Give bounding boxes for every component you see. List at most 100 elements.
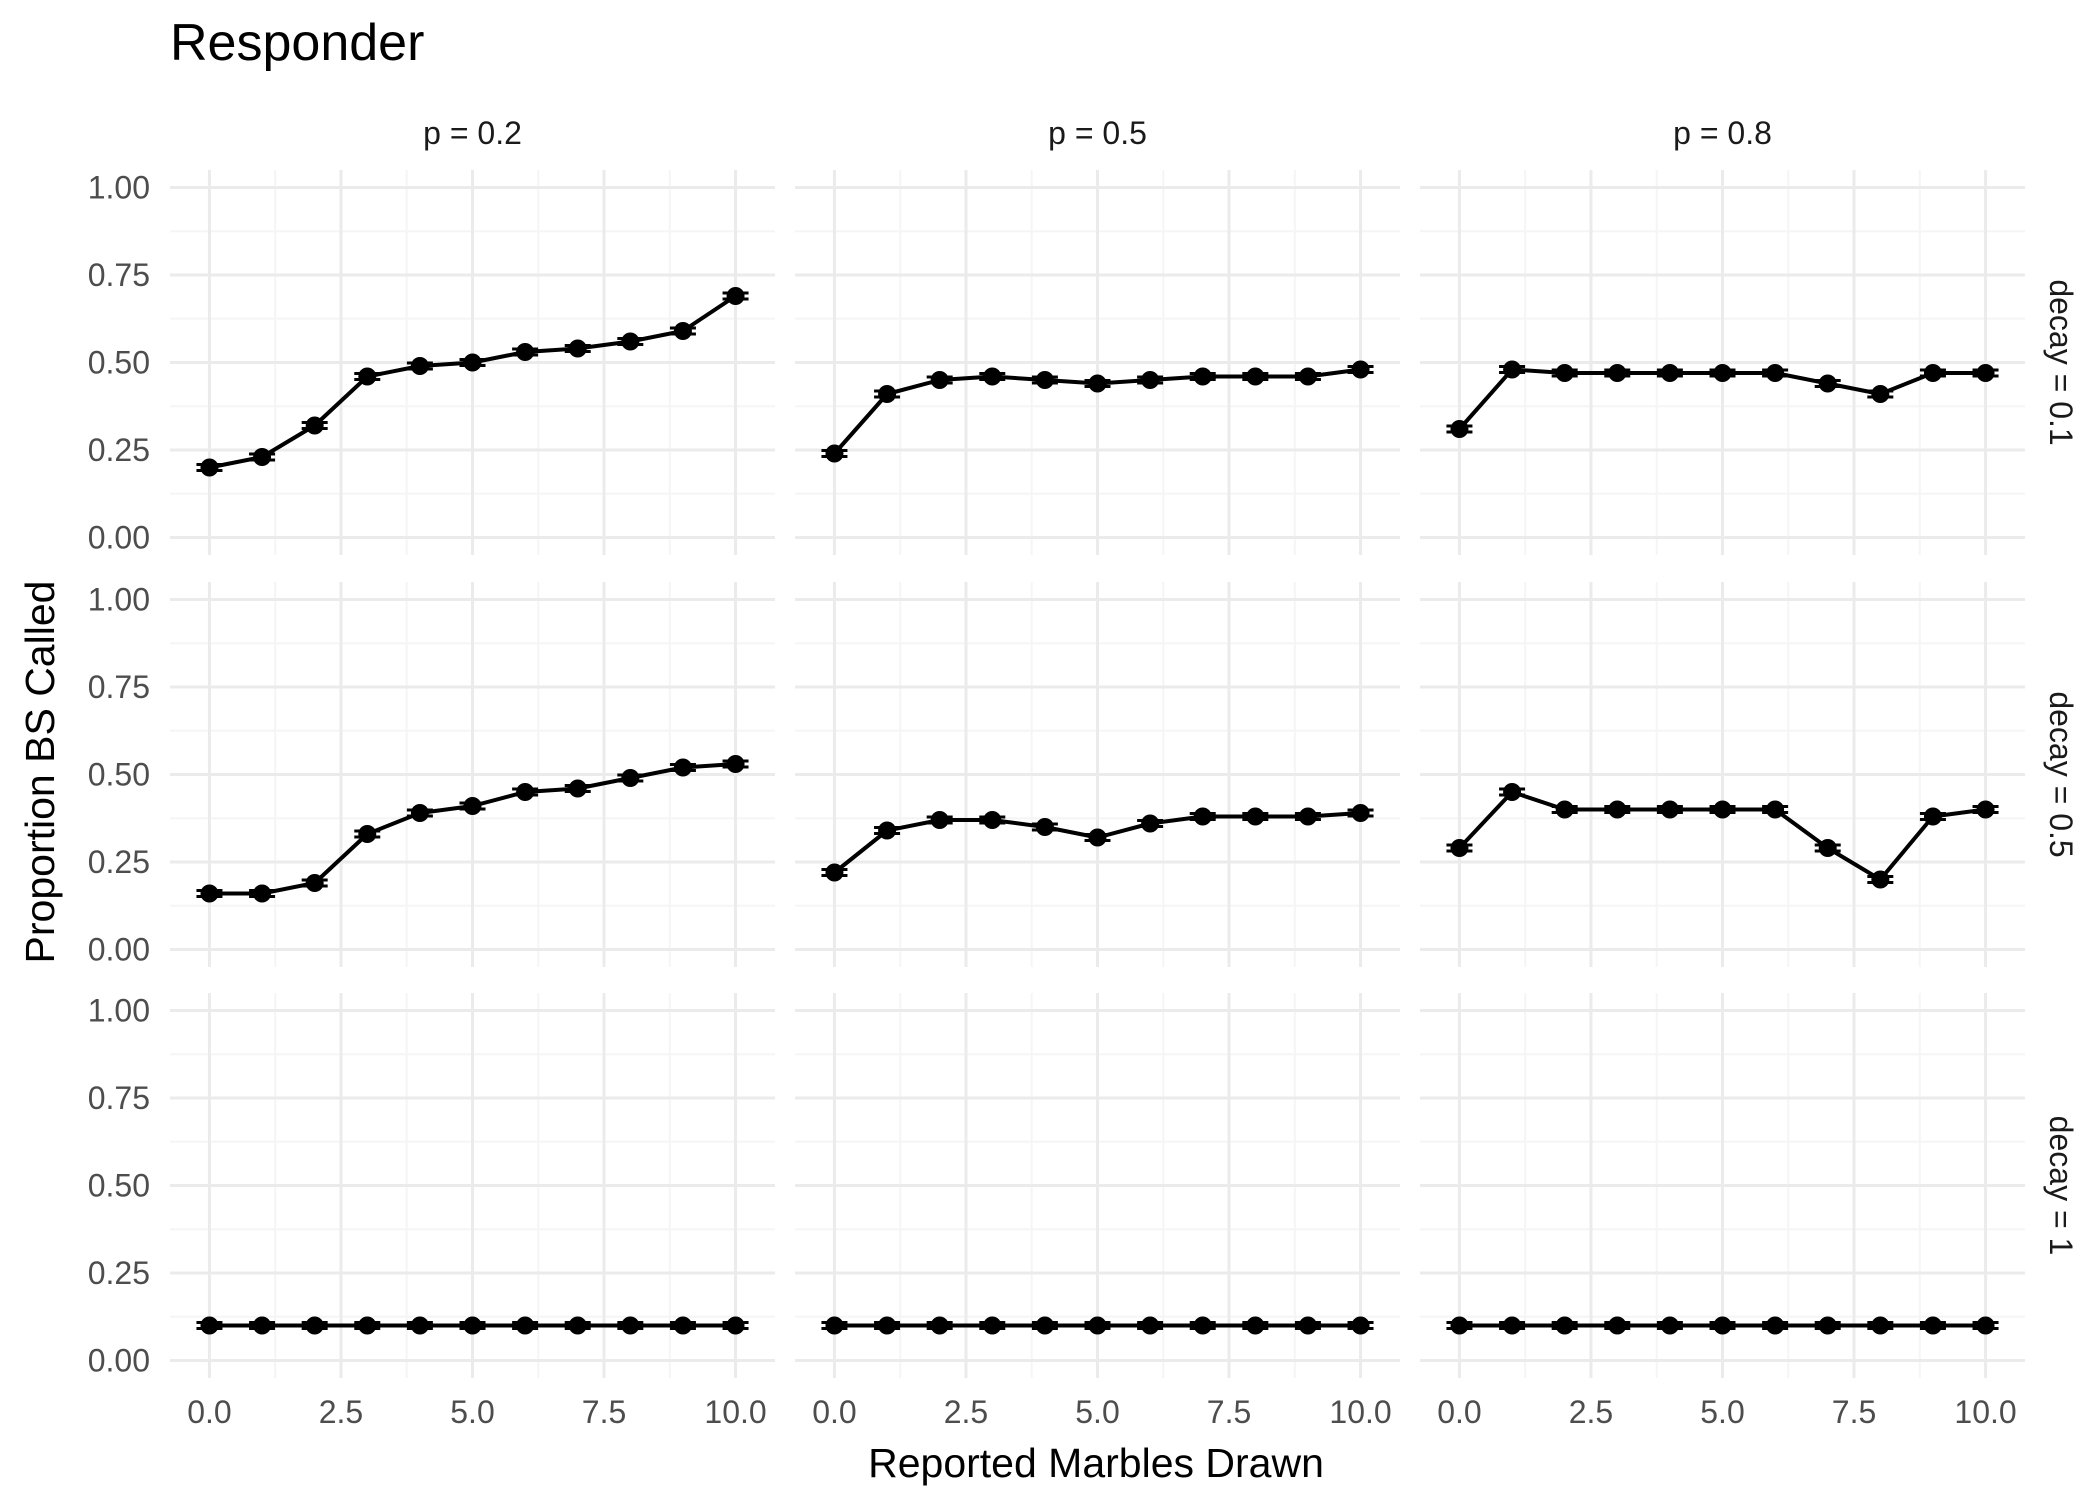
facet-row-label: decay = 1	[2043, 1116, 2079, 1256]
data-point	[1246, 807, 1265, 826]
data-point	[1871, 385, 1890, 403]
facet-panel	[1420, 582, 2025, 967]
data-point	[825, 863, 844, 882]
data-point	[463, 1316, 482, 1335]
data-point	[410, 804, 429, 822]
y-tick-label: 0.75	[88, 669, 150, 705]
data-point	[1035, 371, 1054, 389]
data-point	[1871, 1316, 1890, 1335]
data-point	[825, 444, 844, 463]
data-point	[878, 821, 897, 840]
data-point	[1141, 371, 1160, 389]
data-point	[621, 1316, 640, 1335]
data-point	[930, 1316, 949, 1335]
y-tick-label: 0.25	[88, 432, 150, 468]
data-point	[1450, 839, 1469, 857]
data-point	[1818, 1316, 1837, 1335]
data-point	[1088, 828, 1107, 847]
data-point	[621, 769, 640, 787]
data-point	[1555, 800, 1574, 819]
data-point	[1088, 1316, 1107, 1335]
y-tick-label: 0.50	[88, 757, 150, 793]
data-point	[1766, 800, 1785, 819]
y-tick-label: 0.75	[88, 257, 150, 293]
y-tick-label: 1.00	[88, 582, 150, 618]
y-tick-label: 0.00	[88, 932, 150, 968]
data-point	[1713, 800, 1732, 819]
data-point	[673, 758, 692, 777]
data-point	[1351, 804, 1370, 822]
facet-column-label: p = 0.8	[1673, 115, 1772, 151]
data-point	[516, 1316, 535, 1335]
data-point	[1871, 870, 1890, 889]
data-point	[1298, 1316, 1317, 1335]
x-tick-label: 0.0	[812, 1394, 856, 1430]
data-point	[1035, 1316, 1054, 1335]
data-point	[1503, 360, 1522, 379]
data-point	[1246, 367, 1265, 386]
data-point	[1503, 783, 1522, 801]
data-point	[1923, 364, 1942, 382]
data-point	[1298, 367, 1317, 386]
data-point	[410, 357, 429, 375]
facet-panel	[1420, 993, 2025, 1378]
data-point	[1503, 1316, 1522, 1335]
data-point	[463, 353, 482, 372]
data-point	[1818, 374, 1837, 393]
data-point	[410, 1316, 429, 1335]
data-point	[1193, 807, 1212, 826]
data-point	[1923, 1316, 1942, 1335]
data-point	[463, 797, 482, 815]
facet-panel	[1420, 170, 2025, 555]
panels-layer	[170, 170, 2025, 1378]
data-point	[1298, 807, 1317, 826]
y-tick-label: 0.00	[88, 1343, 150, 1379]
facet-panel	[170, 582, 775, 967]
data-point	[1555, 1316, 1574, 1335]
facet-column-label: p = 0.5	[1048, 115, 1147, 151]
data-point	[1555, 364, 1574, 382]
data-point	[1976, 1316, 1995, 1335]
data-point	[1035, 818, 1054, 836]
data-point	[1660, 800, 1679, 819]
data-point	[930, 811, 949, 829]
data-point	[673, 1316, 692, 1335]
data-point	[1608, 364, 1627, 382]
data-point	[726, 1316, 745, 1335]
y-tick-label: 1.00	[88, 993, 150, 1029]
x-tick-label: 10.0	[704, 1394, 766, 1430]
data-point	[983, 1316, 1002, 1335]
data-point	[516, 783, 535, 801]
data-point	[1450, 420, 1469, 438]
facet-panel	[170, 170, 775, 555]
data-point	[1923, 807, 1942, 826]
x-tick-label: 0.0	[1437, 1394, 1481, 1430]
data-point	[1766, 364, 1785, 382]
data-point	[878, 385, 897, 403]
data-point	[1818, 839, 1837, 857]
data-point	[305, 416, 324, 435]
data-point	[1713, 364, 1732, 382]
data-point	[358, 825, 377, 843]
facet-panel	[795, 170, 1400, 555]
data-point	[1193, 367, 1212, 386]
data-point	[1660, 364, 1679, 382]
facet-panel	[170, 993, 775, 1378]
data-point	[305, 874, 324, 892]
facet-row-label: decay = 0.1	[2043, 279, 2079, 445]
data-point	[1193, 1316, 1212, 1335]
chart-title: Responder	[170, 14, 424, 72]
data-point	[621, 332, 640, 351]
y-tick-label: 1.00	[88, 170, 150, 206]
data-point	[516, 343, 535, 361]
data-point	[1608, 800, 1627, 819]
data-point	[253, 448, 272, 466]
y-tick-label: 0.25	[88, 1255, 150, 1291]
x-tick-label: 2.5	[1569, 1394, 1613, 1430]
data-point	[1660, 1316, 1679, 1335]
x-tick-label: 5.0	[1700, 1394, 1744, 1430]
data-point	[878, 1316, 897, 1335]
labels-layer: p = 0.2 p = 0.5 p = 0.8 decay = 0.1 decay = …	[88, 115, 2079, 1430]
x-axis-title: Reported Marbles Drawn	[868, 1440, 1324, 1486]
